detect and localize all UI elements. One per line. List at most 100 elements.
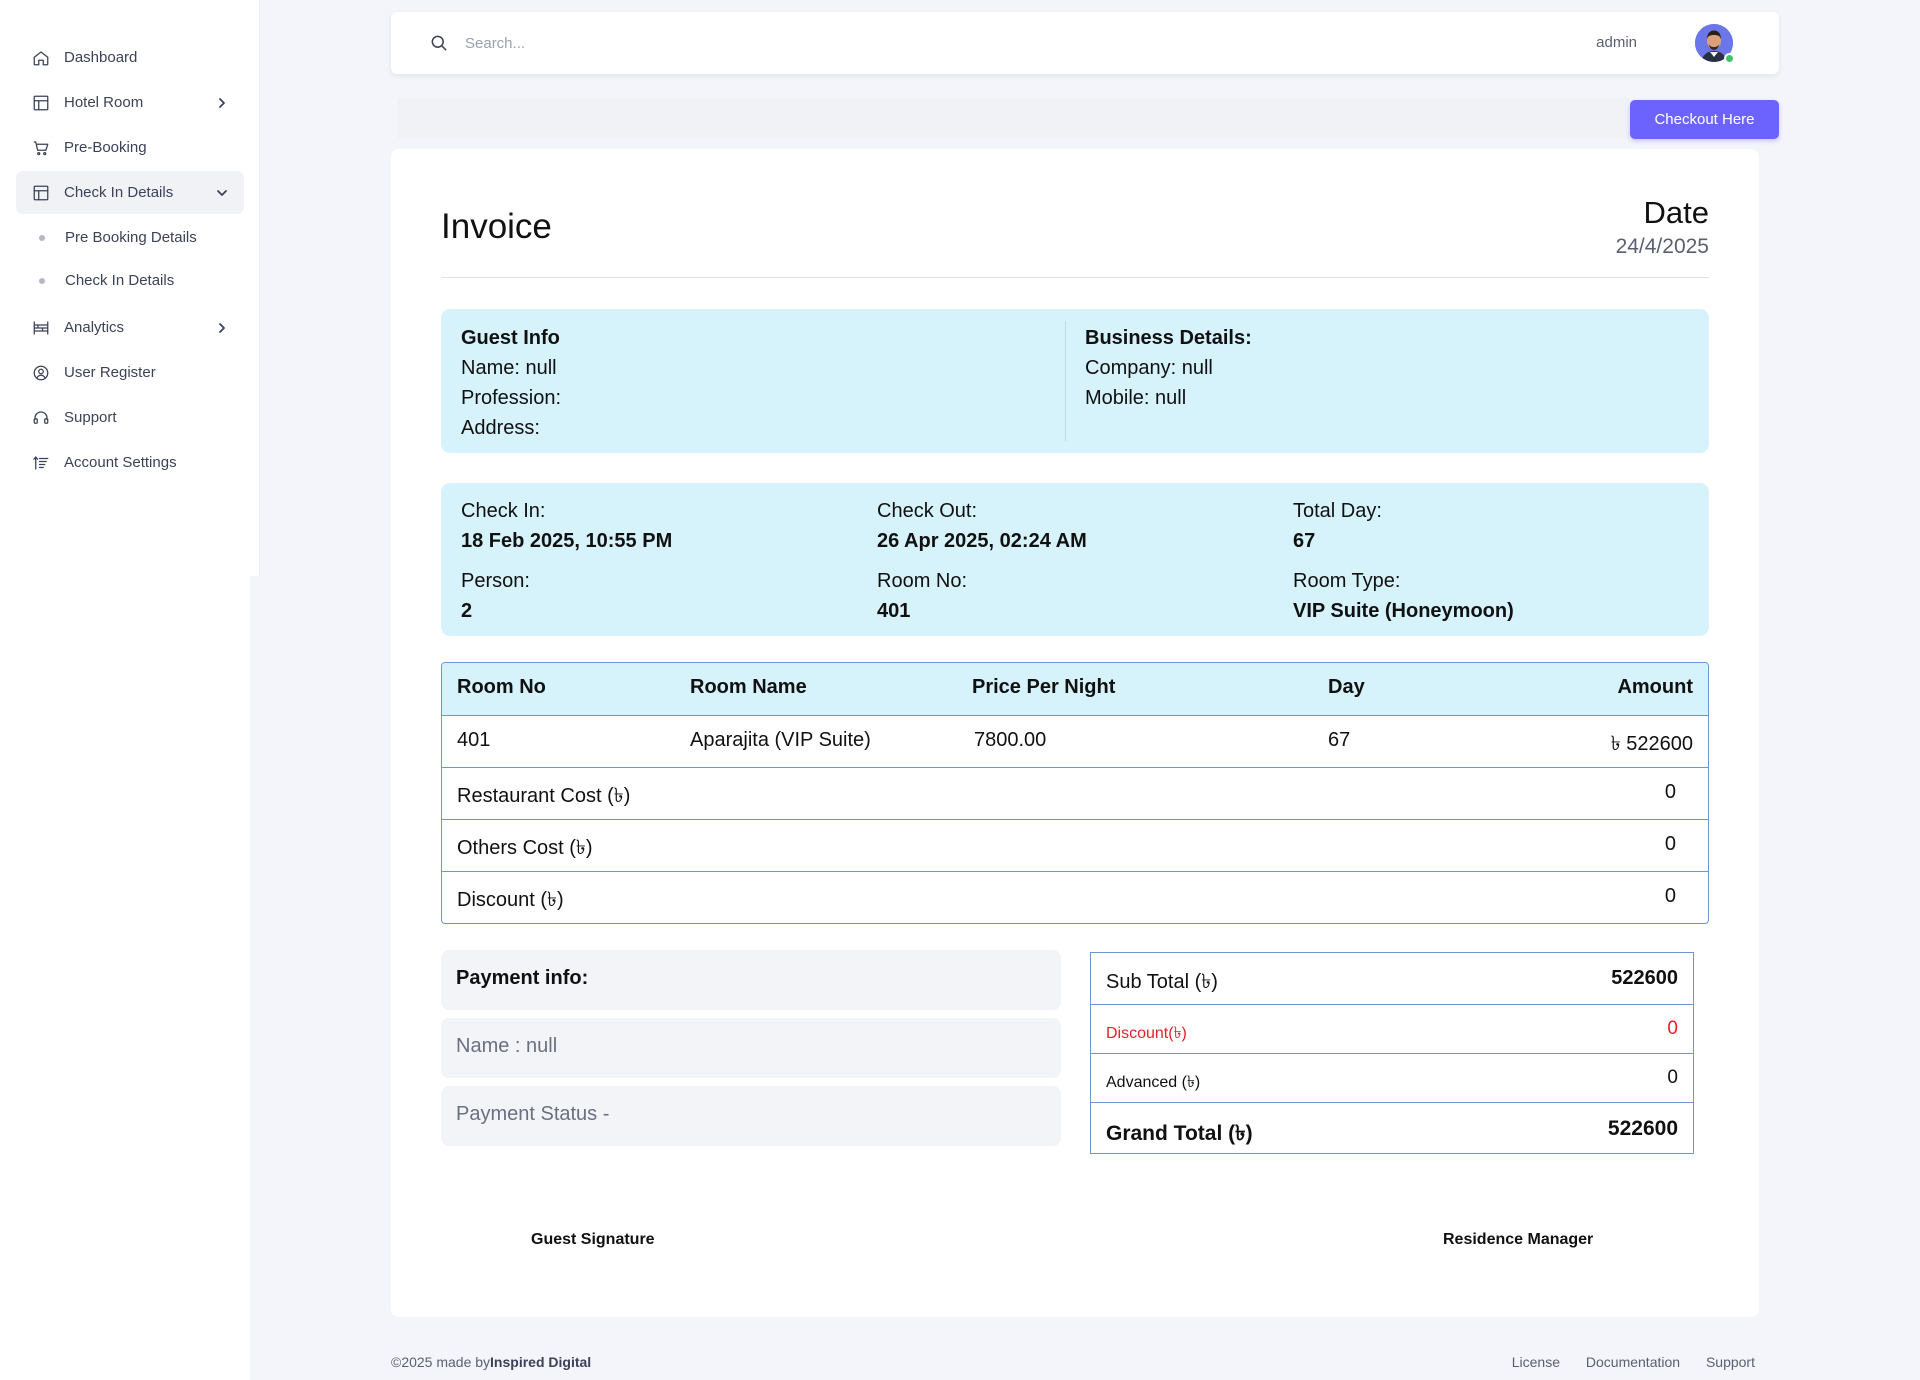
total-day-label: Total Day:: [1293, 500, 1382, 522]
discount-total-row: Discount(৳) 0: [1091, 1004, 1693, 1053]
date-label: Date: [1643, 195, 1709, 230]
total-day: Total Day: 67: [1293, 496, 1382, 556]
footer-link-documentation[interactable]: Documentation: [1585, 1354, 1681, 1370]
footer-link-support[interactable]: Support: [1705, 1354, 1755, 1370]
stay-details-panel: Check In: 18 Feb 2025, 10:55 PM Check Ou…: [441, 483, 1709, 636]
panel-divider: [1065, 321, 1066, 441]
sort-icon: [32, 454, 50, 472]
column-header: Day: [1328, 676, 1365, 698]
sidebar-item-label: Analytics: [64, 319, 125, 336]
search-input[interactable]: [465, 30, 965, 56]
action-bar: [397, 98, 1629, 138]
guest-business-panel: Guest Info Name: null Profession: Addres…: [441, 309, 1709, 453]
sidebar-item-user-register[interactable]: User Register: [16, 351, 244, 394]
totals-table: Sub Total (৳) 522600 Discount(৳) 0 Advan…: [1090, 952, 1694, 1154]
guest-info-heading: Guest Info: [461, 327, 560, 349]
sidebar: Dashboard Hotel Room Pre-Booking Check I…: [0, 0, 260, 576]
guest-profession: Profession:: [461, 387, 562, 409]
check-in-value: 18 Feb 2025, 10:55 PM: [461, 530, 673, 552]
business-heading: Business Details:: [1085, 327, 1252, 349]
column-header: Room No: [457, 676, 546, 698]
payment-info-heading: Payment info:: [441, 950, 1061, 1010]
price-cell: 7800.00: [974, 729, 1047, 751]
sidebar-item-label: User Register: [64, 364, 156, 381]
sidebar-item-support[interactable]: Support: [16, 396, 244, 439]
headset-icon: [32, 409, 50, 427]
room-type-label: Room Type:: [1293, 570, 1401, 592]
sidebar-nav: Dashboard Hotel Room Pre-Booking Check I…: [16, 36, 244, 486]
sidebar-item-label: Account Settings: [64, 454, 177, 471]
guest-info: Guest Info Name: null Profession: Addres…: [461, 323, 561, 443]
business-mobile: Mobile: null: [1085, 387, 1187, 409]
divider: [441, 277, 1709, 278]
discount-row: Discount (৳) 0: [442, 871, 1708, 923]
sidebar-item-label: Pre-Booking: [64, 139, 147, 156]
sidebar-item-label: Check In Details: [64, 184, 174, 201]
sidebar-item-hotel-room[interactable]: Hotel Room: [16, 81, 244, 124]
layout-icon: [32, 94, 50, 112]
payment-name: Name : null: [441, 1018, 1061, 1078]
others-cost-value: 0: [1664, 833, 1676, 855]
advanced-label: Advanced (৳): [1106, 1074, 1201, 1091]
guest-signature-label: Guest Signature: [531, 1231, 655, 1248]
invoice-date: 24/4/2025: [1615, 235, 1709, 258]
footer-link-license[interactable]: License: [1511, 1354, 1560, 1370]
business-details: Business Details: Company: null Mobile: …: [1085, 323, 1252, 413]
cart-icon: [32, 139, 50, 157]
grand-total-label: Grand Total (৳): [1106, 1122, 1253, 1145]
sidebar-item-label: Support: [64, 409, 117, 426]
user-circle-icon: [32, 364, 50, 382]
advanced-value: 0: [1667, 1067, 1678, 1088]
subtotal-label: Sub Total (৳): [1106, 971, 1218, 993]
check-in-label: Check In:: [461, 500, 546, 522]
online-status-dot: [1724, 53, 1735, 64]
search-icon[interactable]: [429, 33, 449, 53]
restaurant-cost-value: 0: [1664, 781, 1676, 803]
check-out: Check Out: 26 Apr 2025, 02:24 AM: [877, 496, 1087, 556]
checkout-button[interactable]: Checkout Here: [1630, 100, 1779, 139]
subtotal-value: 522600: [1611, 967, 1678, 989]
check-in: Check In: 18 Feb 2025, 10:55 PM: [461, 496, 672, 556]
sidebar-item-label: Hotel Room: [64, 94, 144, 111]
person-value: 2: [461, 600, 473, 622]
chevron-right-icon: [216, 97, 228, 109]
day-cell: 67: [1328, 729, 1351, 751]
invoice-card: Invoice Date 24/4/2025 Guest Info Name: …: [391, 149, 1759, 1317]
sidebar-background: [0, 576, 250, 1380]
total-day-value: 67: [1293, 530, 1316, 552]
footer-links: License Documentation Support: [1490, 1354, 1755, 1370]
room-no-label: Room No:: [877, 570, 968, 592]
grand-total-value: 522600: [1607, 1117, 1678, 1140]
person: Person: 2: [461, 566, 530, 626]
subtotal-row: Sub Total (৳) 522600: [1091, 953, 1693, 1004]
column-header: Price Per Night: [972, 676, 1116, 698]
sidebar-item-dashboard[interactable]: Dashboard: [16, 36, 244, 79]
table-row: 401 Aparajita (VIP Suite) 7800.00 67 ৳ 5…: [442, 715, 1708, 767]
room-type-value: VIP Suite (Honeymoon): [1293, 600, 1514, 622]
sidebar-subitem-check-in-details[interactable]: Check In Details: [16, 259, 244, 302]
brand-link[interactable]: Inspired Digital: [490, 1354, 592, 1370]
sidebar-item-pre-booking[interactable]: Pre-Booking: [16, 126, 244, 169]
items-table: Room No Room Name Price Per Night Day Am…: [441, 662, 1709, 924]
sidebar-item-account-settings[interactable]: Account Settings: [16, 441, 244, 484]
room-no-cell: 401: [457, 729, 491, 751]
discount-total-value: 0: [1667, 1018, 1678, 1039]
table-header-row: Room No Room Name Price Per Night Day Am…: [442, 663, 1708, 715]
others-cost-label: Others Cost (৳): [457, 837, 593, 859]
sidebar-item-check-in-details[interactable]: Check In Details: [16, 171, 244, 214]
sidebar-subitem-pre-booking-details[interactable]: Pre Booking Details: [16, 216, 244, 259]
amount-cell: ৳ 522600: [1610, 733, 1693, 755]
check-out-value: 26 Apr 2025, 02:24 AM: [877, 530, 1087, 552]
home-icon: [32, 49, 50, 67]
room-type: Room Type: VIP Suite (Honeymoon): [1293, 566, 1514, 626]
discount-value: 0: [1664, 885, 1676, 907]
check-out-label: Check Out:: [877, 500, 978, 522]
sidebar-item-analytics[interactable]: Analytics: [16, 306, 244, 349]
column-header: Amount: [1617, 676, 1693, 698]
top-navbar: admin: [391, 12, 1779, 74]
footer-copyright: ©2025 made byInspired Digital: [391, 1354, 591, 1370]
payment-status: Payment Status -: [441, 1086, 1061, 1146]
chevron-right-icon: [216, 322, 228, 334]
analytics-icon: [32, 319, 50, 337]
sidebar-subitem-label: Pre Booking Details: [65, 229, 197, 246]
